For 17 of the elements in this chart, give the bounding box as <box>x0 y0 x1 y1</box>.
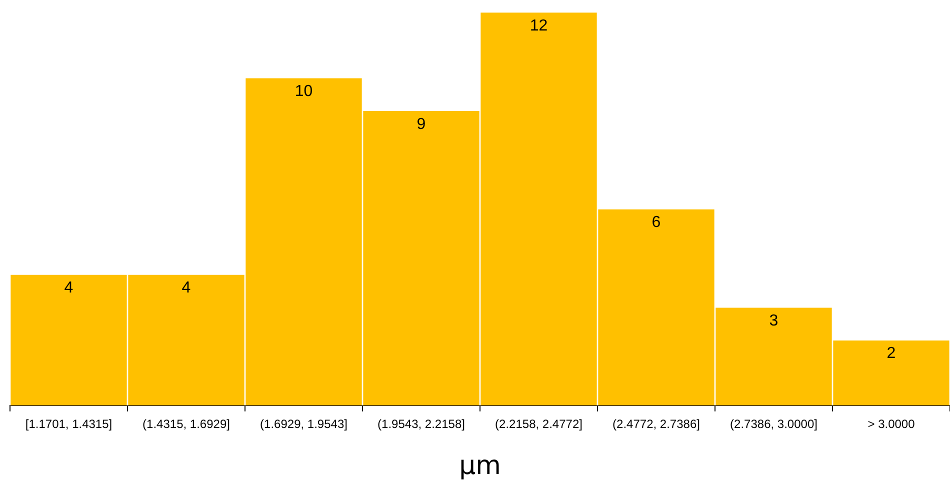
x-tick-label: (1.6929, 1.9543] <box>260 416 348 431</box>
data-label: 4 <box>64 280 74 297</box>
x-tick-label: > 3.0000 <box>868 416 916 431</box>
x-tick-label: (2.2158, 2.4772] <box>495 416 582 431</box>
x-tick-label: (1.9543, 2.2158] <box>378 416 465 431</box>
x-tick-label: [1.1701, 1.4315] <box>25 416 112 431</box>
data-label: 9 <box>416 116 426 133</box>
x-axis-title: µm <box>459 451 501 482</box>
data-label: 4 <box>182 280 191 297</box>
data-label: 3 <box>769 312 778 330</box>
data-label: 10 <box>294 82 313 100</box>
data-label: 12 <box>530 17 548 34</box>
x-tick-label: (2.7386, 3.0000] <box>730 416 818 431</box>
x-tick-label: (1.4315, 1.6929] <box>142 416 230 431</box>
data-label: 2 <box>886 345 896 362</box>
x-tick-label: (2.4772, 2.7386] <box>612 416 700 431</box>
data-label: 6 <box>652 214 661 232</box>
